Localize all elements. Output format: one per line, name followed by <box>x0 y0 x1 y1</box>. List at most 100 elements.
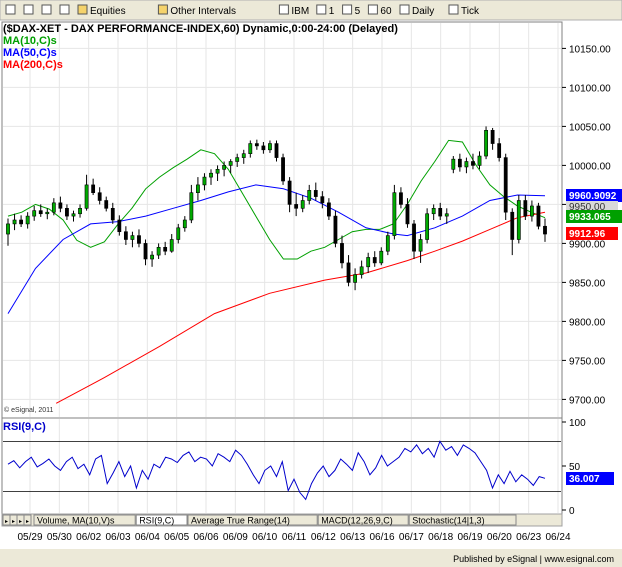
candle <box>438 202 443 220</box>
candle-body <box>300 200 305 209</box>
candle <box>425 208 430 244</box>
candle <box>215 165 220 181</box>
candle-body <box>97 192 102 201</box>
candle-body <box>425 213 430 240</box>
tab-nav-button-1[interactable]: ▸ <box>9 514 18 526</box>
candle-body <box>182 219 187 229</box>
price-tick-label: 10000.00 <box>569 161 611 172</box>
hidden-value-tag <box>566 201 618 211</box>
chart-type-icon <box>5 4 16 15</box>
candle <box>326 198 331 220</box>
toolbar-item-8[interactable]: 5 <box>342 4 361 17</box>
toolbar-item-4[interactable]: Equities <box>77 4 126 17</box>
tab-label: Average True Range(14) <box>191 516 290 526</box>
crosshair-icon <box>41 4 52 15</box>
candle <box>503 153 508 220</box>
candle-body <box>117 219 122 232</box>
x-tick-label: 06/11 <box>282 532 307 543</box>
tab-nav-button-3[interactable]: ▸ <box>23 514 32 526</box>
toolbar-item-label: 5 <box>355 6 361 17</box>
candle <box>497 138 502 162</box>
candle-body <box>477 155 482 166</box>
ma10-value-text: 9933.065 <box>569 212 611 223</box>
tab-label: Stochastic(14|1,3) <box>412 516 484 526</box>
candle-body <box>471 161 475 166</box>
candle-body <box>451 158 456 170</box>
candle <box>464 157 469 174</box>
series-ma-10-c-s <box>7 139 546 260</box>
tab-nav-frame <box>23 514 32 526</box>
rsi-axis: 100 50 0 <box>562 418 586 517</box>
candle <box>405 198 410 228</box>
candle-body <box>490 130 495 144</box>
candle <box>418 234 423 263</box>
toolbar-item-5[interactable]: Other Intervals <box>157 4 236 17</box>
rsi-value-text: 36.007 <box>569 474 600 485</box>
x-tick-label: 06/18 <box>428 532 453 543</box>
legend-ma10: MA(10,C)s <box>3 35 57 47</box>
price-tick-label: 9700.00 <box>569 395 606 406</box>
price-tick-label: 9900.00 <box>569 239 606 250</box>
tab-0[interactable]: Volume, MA(10,V)s <box>33 514 136 526</box>
moving-average-lines <box>7 139 546 404</box>
x-tick-label: 06/23 <box>516 532 541 543</box>
candle-body <box>130 235 135 240</box>
tab-3[interactable]: MACD(12,26,9,C) <box>317 514 409 526</box>
x-tick-label: 06/09 <box>223 532 248 543</box>
candle-body <box>444 213 449 217</box>
x-tick-label: 06/05 <box>164 532 189 543</box>
tab-2[interactable]: Average True Range(14) <box>187 514 318 526</box>
legend-ma50: MA(50,C)s <box>3 47 57 59</box>
tab-frame <box>33 514 136 526</box>
toolbar-item-7[interactable]: 1 <box>316 4 335 17</box>
toolbar-item-1[interactable] <box>23 4 34 15</box>
candle <box>287 177 292 213</box>
toolbar-item-9[interactable]: 60 <box>367 4 392 17</box>
candle <box>78 204 82 218</box>
candle <box>451 156 456 174</box>
candle-body <box>438 208 443 217</box>
candle <box>254 139 259 150</box>
candle-body <box>366 257 371 268</box>
candle <box>117 215 122 236</box>
candle <box>84 174 89 211</box>
candle-body <box>464 161 469 168</box>
candle-body <box>536 205 541 227</box>
price-tick-label: 10150.00 <box>569 44 611 55</box>
toolbar-item-0[interactable] <box>5 4 16 15</box>
toolbar-item-2[interactable] <box>41 4 52 15</box>
toolbar-item-11[interactable]: Tick <box>448 4 480 17</box>
candle <box>6 218 10 246</box>
tab-nav-button-2[interactable]: ▸ <box>16 514 25 526</box>
candle <box>104 196 109 212</box>
candle <box>300 195 305 213</box>
tab-4[interactable]: Stochastic(14|1,3) <box>408 514 517 526</box>
candle-body <box>457 158 462 168</box>
toolbar-item-6[interactable]: IBM <box>278 4 309 17</box>
candle <box>261 142 266 154</box>
candle <box>523 195 528 220</box>
toolbar-item-10[interactable]: Daily <box>399 4 434 17</box>
x-tick-label: 06/19 <box>457 532 482 543</box>
candle-body <box>503 157 508 213</box>
candle-body <box>78 208 82 215</box>
candle-body <box>84 184 89 209</box>
series-ma-50-c-s <box>7 184 546 314</box>
toolbar-item-label: 1 <box>329 6 335 17</box>
candle-body <box>431 208 436 215</box>
candle-body <box>359 266 364 275</box>
tab-1[interactable]: RSI(9,C) <box>135 514 188 526</box>
candle-body <box>313 190 318 197</box>
candle-body <box>320 196 325 204</box>
toolbar-item-3[interactable] <box>59 4 70 15</box>
candle <box>281 153 285 185</box>
candle <box>366 252 371 274</box>
tab-nav-button-0[interactable]: ▸ <box>2 514 11 526</box>
tab-frame <box>135 514 188 526</box>
x-tick-label: 06/24 <box>545 532 570 543</box>
candle <box>38 204 43 217</box>
candle <box>65 204 69 220</box>
candle-body <box>91 184 96 193</box>
candle <box>51 198 56 216</box>
x-tick-label: 06/12 <box>311 532 336 543</box>
